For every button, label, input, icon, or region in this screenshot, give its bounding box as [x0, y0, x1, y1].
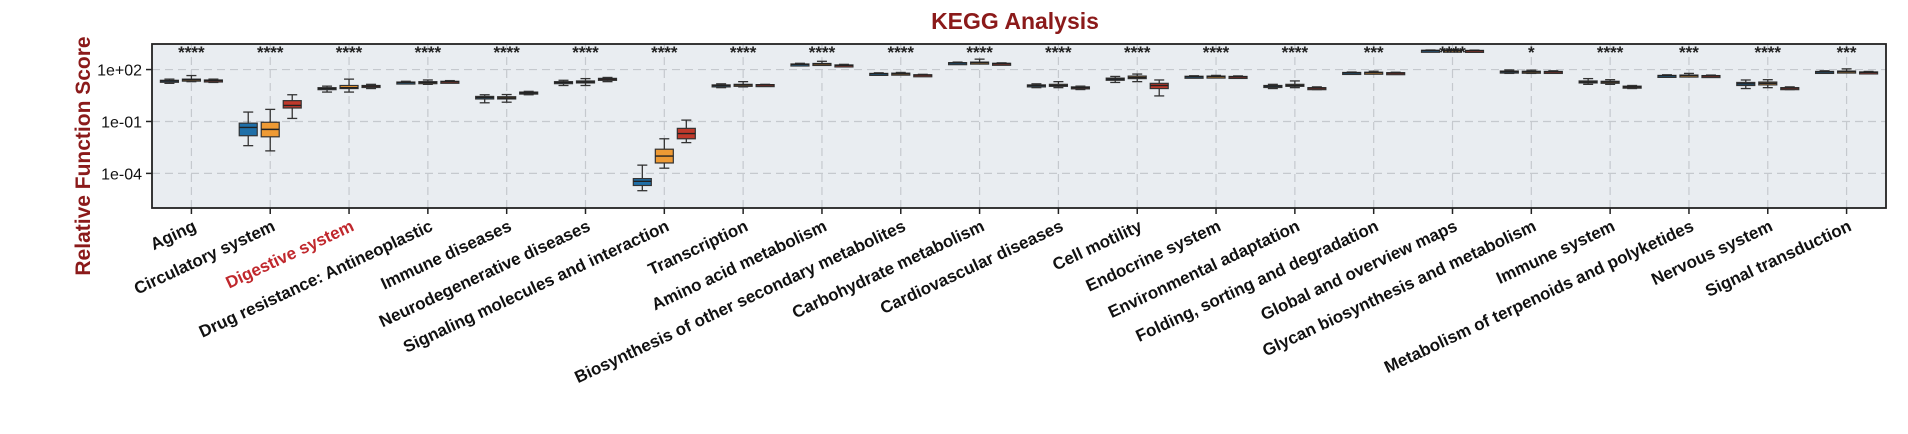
significance-label: **** [336, 43, 363, 62]
significance-label: **** [178, 43, 205, 62]
significance-label: **** [888, 43, 915, 62]
significance-label: **** [415, 43, 442, 62]
significance-label: * [1528, 43, 1535, 62]
significance-label: **** [1124, 43, 1151, 62]
x-tick-label: Aging [147, 216, 199, 254]
plot-frame [151, 43, 1887, 209]
y-axis-label: Relative Function Score [72, 36, 95, 275]
significance-label: **** [651, 43, 678, 62]
y-tick-label: 1e-01 [101, 114, 142, 131]
significance-label: **** [493, 43, 520, 62]
y-tick-label: 1e-04 [101, 166, 142, 183]
box-body [238, 122, 258, 137]
x-tick-label: Circulatory system [131, 216, 278, 298]
significance-label: **** [1282, 43, 1309, 62]
significance-label: *** [1679, 43, 1699, 62]
significance-label: **** [730, 43, 757, 62]
significance-label: **** [257, 43, 284, 62]
x-tick-label: Signal transduction [1702, 216, 1854, 300]
y-tick-label: 1e+02 [97, 63, 142, 80]
significance-label: **** [1597, 43, 1624, 62]
box-body [632, 177, 652, 187]
significance-label: **** [1203, 43, 1230, 62]
significance-label: *** [1837, 43, 1857, 62]
significance-label: **** [1439, 43, 1466, 62]
plot-area: 1e+021e-011e-04****Aging****Circulatory … [97, 43, 1887, 387]
significance-label: **** [966, 43, 993, 62]
plot-background [152, 44, 1886, 208]
significance-label: **** [1045, 43, 1072, 62]
box-body [282, 100, 302, 109]
chart-title: KEGG Analysis [931, 8, 1099, 34]
significance-label: **** [809, 43, 836, 62]
significance-label: **** [1755, 43, 1782, 62]
significance-label: **** [572, 43, 599, 62]
significance-label: *** [1364, 43, 1384, 62]
